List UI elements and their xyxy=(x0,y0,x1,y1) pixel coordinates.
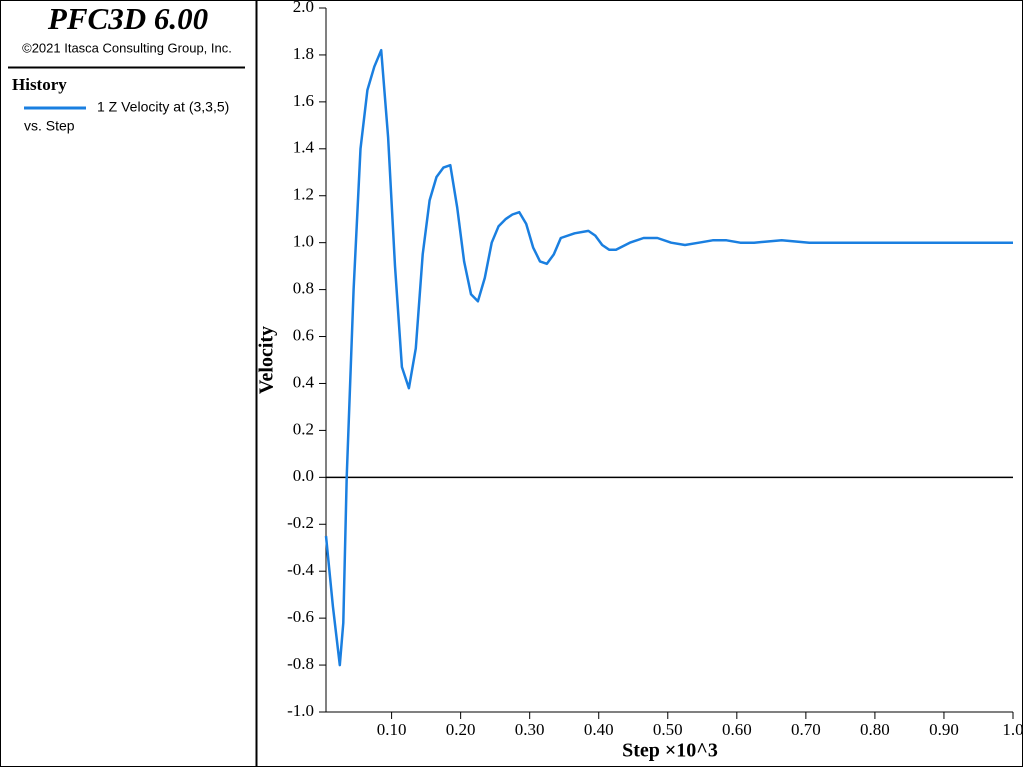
x-tick-label: 0.70 xyxy=(791,720,821,739)
y-tick-label: -0.4 xyxy=(287,560,314,579)
x-tick-label: 0.10 xyxy=(377,720,407,739)
x-tick-label: 0.30 xyxy=(515,720,545,739)
y-axis-title: Velocity xyxy=(256,326,278,394)
legend-note: vs. Step xyxy=(24,118,75,134)
y-tick-label: 1.0 xyxy=(293,232,314,251)
y-tick-label: 1.4 xyxy=(293,138,315,157)
y-tick-label: 1.2 xyxy=(293,185,314,204)
y-tick-label: 0.6 xyxy=(293,325,314,344)
chart-title: PFC3D 6.00 xyxy=(47,1,208,36)
data-line xyxy=(324,48,1013,667)
y-tick-label: 0.8 xyxy=(293,279,314,298)
chart-subtitle: ©2021 Itasca Consulting Group, Inc. xyxy=(22,40,232,55)
y-tick-label: -1.0 xyxy=(287,701,314,720)
x-tick-label: 0.50 xyxy=(653,720,683,739)
x-tick-label: 0.40 xyxy=(584,720,614,739)
y-tick-label: -0.6 xyxy=(287,607,314,626)
y-tick-label: 0.2 xyxy=(293,419,314,438)
x-tick-label: 0.90 xyxy=(929,720,959,739)
y-tick-label: 1.6 xyxy=(293,91,314,110)
x-tick-label: 0.60 xyxy=(722,720,752,739)
x-tick-label: 0.20 xyxy=(446,720,476,739)
y-tick-label: -0.2 xyxy=(287,513,314,532)
y-tick-label: -0.8 xyxy=(287,654,314,673)
y-tick-label: 2.0 xyxy=(293,0,314,16)
x-axis-title: Step ×10^3 xyxy=(622,740,718,762)
x-tick-label: 1.0 xyxy=(1002,720,1023,739)
x-tick-label: 0.80 xyxy=(860,720,890,739)
legend-title: History xyxy=(12,75,67,94)
y-tick-label: 0.4 xyxy=(293,372,315,391)
y-tick-label: 0.0 xyxy=(293,466,314,485)
y-tick-label: 1.8 xyxy=(293,44,314,63)
legend-label: 1 Z Velocity at (3,3,5) xyxy=(97,99,229,115)
